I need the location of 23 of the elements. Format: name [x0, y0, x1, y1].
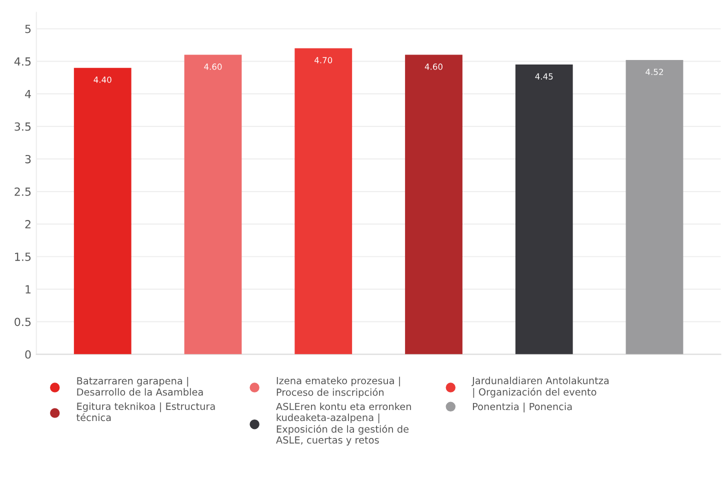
y-tick-label: 0.5	[14, 318, 31, 326]
data-label: 4.52	[646, 68, 663, 76]
data-label: 4.40	[94, 76, 112, 83]
y-tick-label: 4	[25, 90, 31, 98]
y-tick-label: 2	[25, 220, 30, 228]
y-tick-label: 5	[25, 24, 31, 34]
y-tick-label: 1	[26, 285, 31, 294]
y-tick-label: 4.5	[14, 57, 31, 66]
legend-label: Egitura teknikoa | Estructura técnica	[76, 402, 215, 422]
legend-label: Jardunaldiaren Antolakuntza | Organización del evento	[472, 376, 609, 398]
legend-label: Batzarraren garapena | Desarrollo de la Asamblea	[77, 376, 203, 396]
data-label: 4.60	[424, 64, 442, 70]
y-tick-label: 1.5	[15, 252, 31, 262]
y-tick-label: 3	[25, 154, 31, 164]
legend-label: ASLEren kontu eta erronken kudeaketa-azalpena | Exposición de la gestión de ASLE, cuertas y retos	[276, 402, 411, 446]
data-label: 4.70	[314, 57, 332, 64]
legend-label: Izena emateko prozesua | Proceso de inscripción	[276, 376, 400, 398]
y-tick-label: 3.5	[14, 122, 31, 131]
y-tick-label: 0	[25, 350, 31, 359]
data-label: 4.60	[204, 64, 222, 70]
legend-label: Ponentzia | Ponencia	[472, 402, 572, 412]
data-label: 4.45	[535, 73, 553, 80]
y-tick-label: 2.5	[14, 187, 31, 196]
